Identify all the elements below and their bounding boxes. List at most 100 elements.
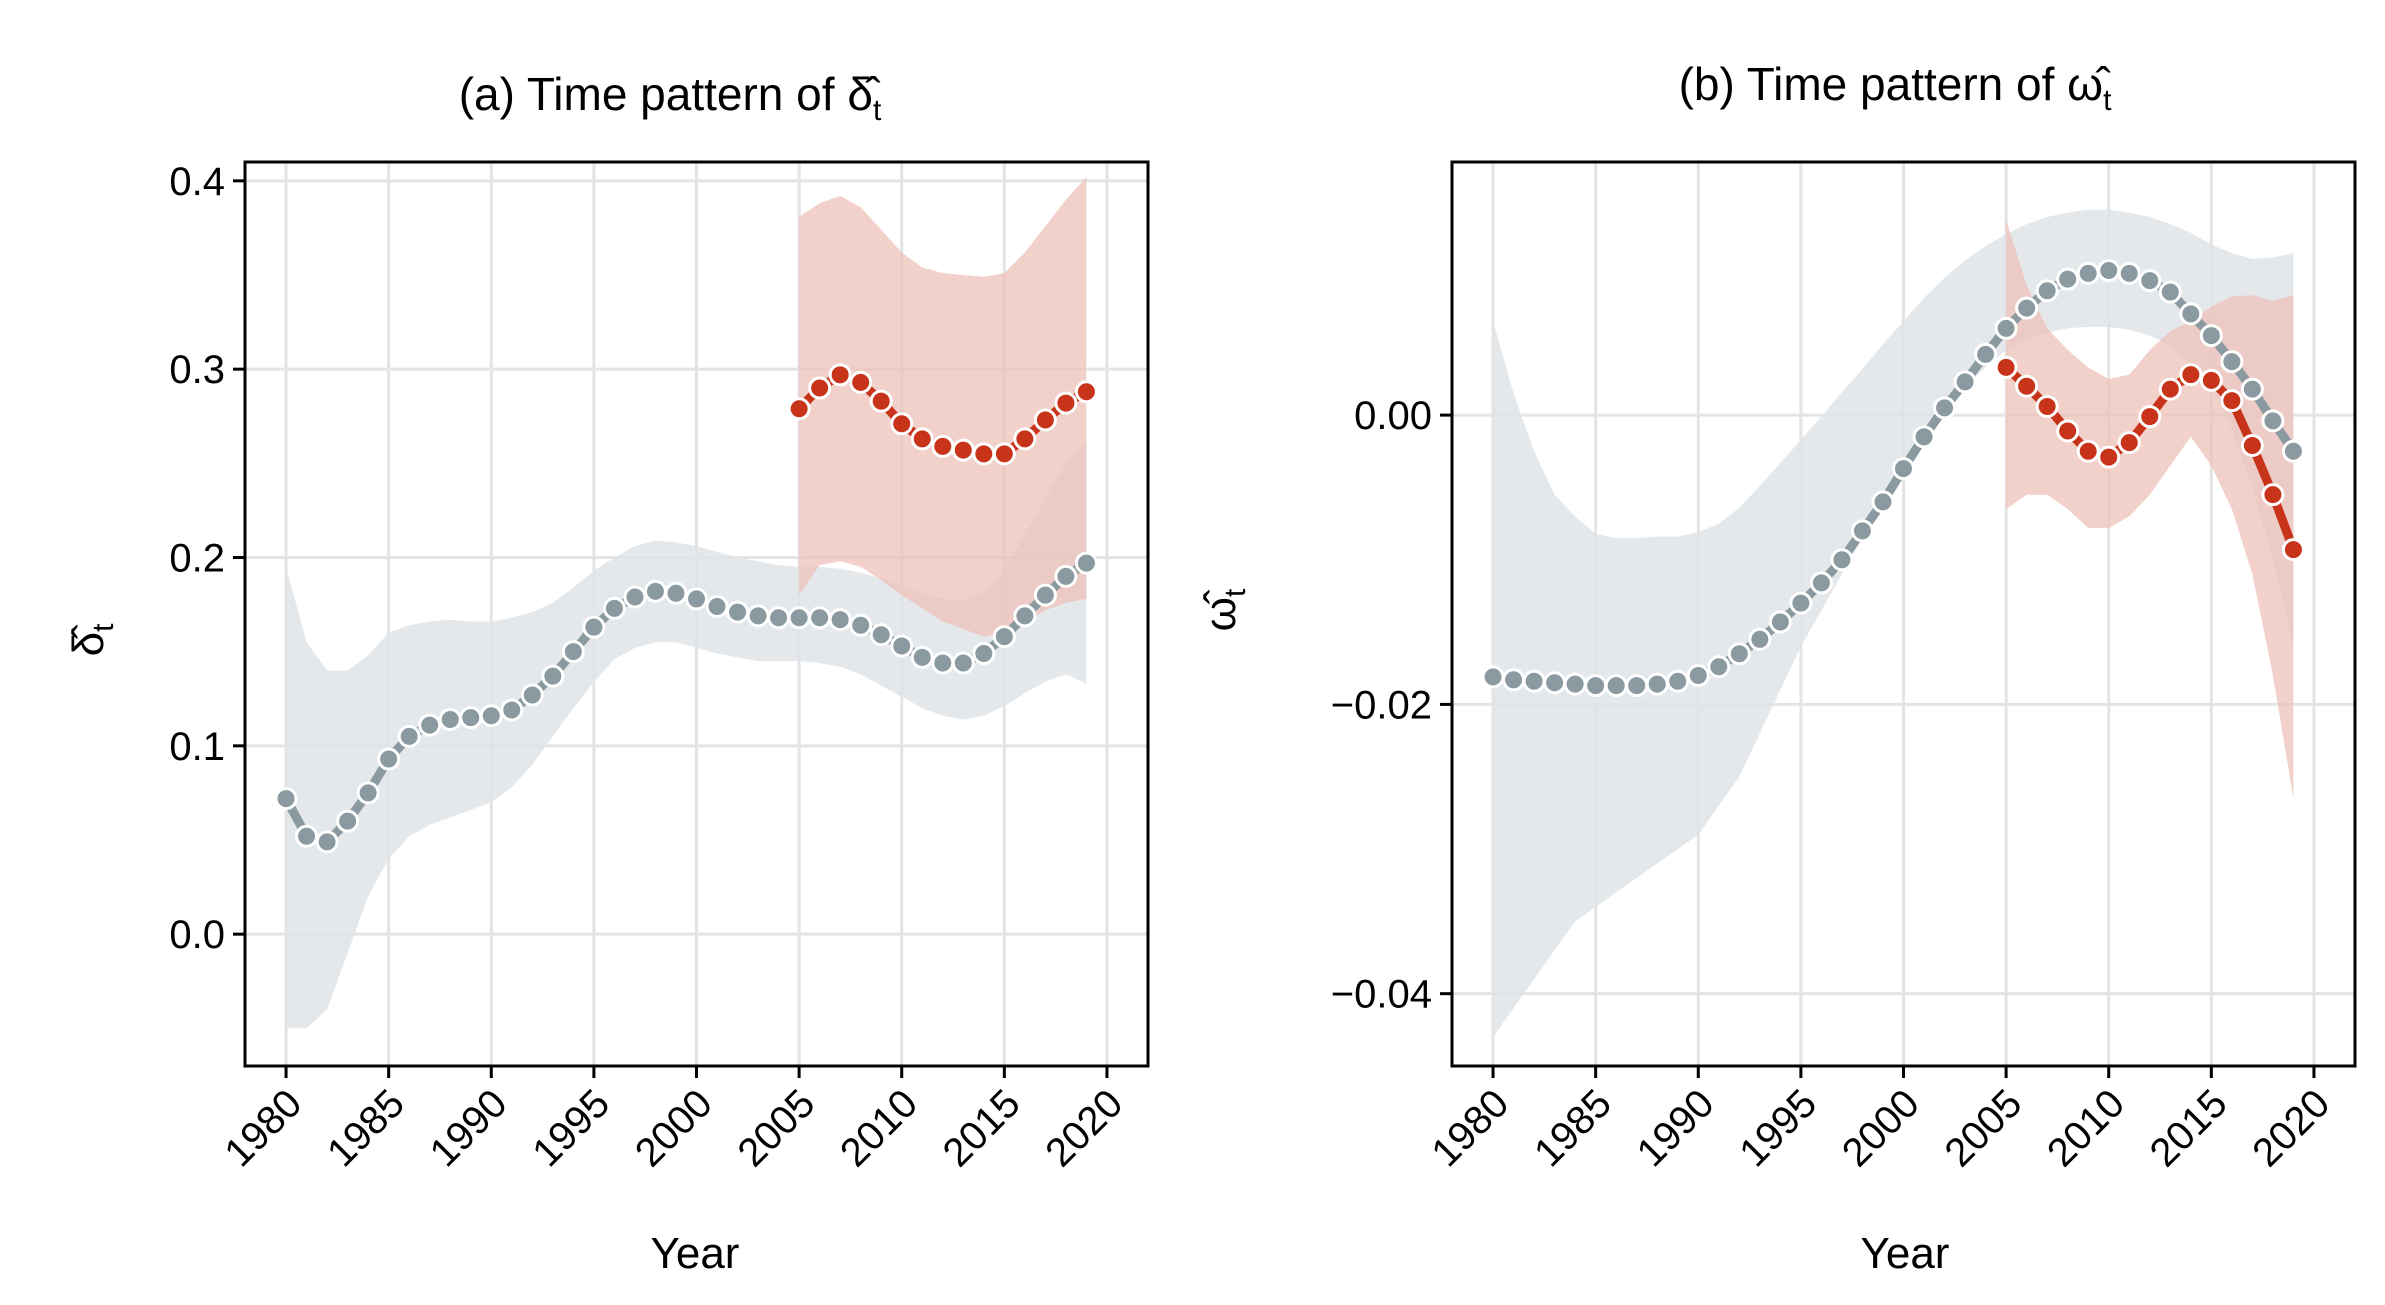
panel-b-grey-point [2199, 324, 2223, 348]
panel-b-red-point [2076, 439, 2100, 463]
panel-a-red-point [972, 442, 996, 466]
panel-b-grey-point [2035, 279, 2059, 303]
panel-a-data-layer [274, 177, 1098, 1029]
panel-a-red-point [931, 434, 955, 458]
panel-b-grey-point [2179, 302, 2203, 326]
panel-a-grey-point [890, 634, 914, 658]
panel-a-grey-point [541, 664, 565, 688]
panel-b-data-layer [1481, 209, 2305, 1038]
panel-b-x-tick-label: 2005 [1936, 1081, 2030, 1175]
panel-a-red-point [1074, 380, 1098, 404]
panel-a-red-confidence-band [799, 177, 1087, 637]
panel-b-grey-point [1707, 655, 1731, 679]
panel-b-red-point [2138, 405, 2162, 429]
panel-a-grey-point [582, 615, 606, 639]
panel-b-grey-point [2281, 439, 2305, 463]
panel-b-red-point [2015, 374, 2039, 398]
panel-b-grey-point [2261, 409, 2285, 433]
panel-b-x-tick-label: 2010 [2039, 1081, 2133, 1175]
panel-b-grey-point [1625, 674, 1649, 698]
panel-b-red-point [2199, 368, 2223, 392]
panel-b-grey-point [1543, 671, 1567, 695]
panel-a-red-point [890, 412, 914, 436]
panel-b-plot: 1980 1985 1990 1995 2000 2005 2010 2015 2020 −0.0… [1331, 160, 2357, 1175]
panel-a-red-point [910, 427, 934, 451]
panel-b-grey-point [1912, 425, 1936, 449]
panel-a-grey-point [315, 830, 339, 854]
panel-b-grey-point [1686, 663, 1710, 687]
panel-b-grey-point [1892, 457, 1915, 481]
panel-b-grey-point [2220, 350, 2244, 374]
panel-a-grey-point [643, 579, 667, 603]
panel-b-grey-point [2056, 267, 2080, 291]
panel-a-grey-point [664, 581, 688, 605]
panel-a-grey-point [1033, 583, 1057, 607]
panel-b-red-point [1994, 355, 2018, 379]
panel-a-grey-point [746, 604, 770, 628]
panel-a-x-label: Year [651, 1229, 740, 1278]
panel-b-red-point [2240, 433, 2264, 457]
panel-a-title-sub: t [873, 94, 882, 127]
panel-b-grey-point [1871, 490, 1895, 514]
panel-a-red-point [787, 397, 811, 421]
panel-b-grey-point [1563, 672, 1587, 696]
panel-b-grey-point [2015, 296, 2039, 320]
panel-a-red-point [828, 363, 852, 387]
panel-b-x-tick-label: 1980 [1423, 1081, 1517, 1175]
panel-b-grey-point [1994, 316, 2018, 340]
panel-a-title-prefix: (a) Time pattern of [459, 68, 848, 120]
panel-b-y-label-sub: t [1219, 588, 1252, 597]
panel-b-grey-point [1502, 668, 1526, 692]
panel-a-grey-point [910, 645, 934, 669]
panel-b-grey-point [1666, 669, 1690, 693]
panel-a-x-tick-label: 2020 [1037, 1081, 1131, 1175]
panel-a-grey-point [500, 698, 524, 722]
panel-b-x-tick-label: 1995 [1731, 1081, 1825, 1175]
panel-b: (b) Time pattern of ω̂t 1980 1985 1990 1995… [1196, 58, 2357, 1278]
panel-a-y-tick-label: 0.2 [169, 537, 225, 581]
panel-b-red-point [2035, 394, 2059, 418]
panel-a-grey-point [561, 640, 585, 664]
panel-a-grey-point [808, 606, 832, 630]
panel-b-red-point [2261, 483, 2285, 507]
panel-a-red-point [951, 438, 975, 462]
panel-a-grey-point [336, 809, 360, 833]
panel-a-x-tick-label: 2010 [832, 1081, 926, 1175]
panel-b-red-point [2281, 538, 2305, 562]
panel-b-red-point [2097, 445, 2121, 469]
panel-b-grey-point [2097, 258, 2121, 282]
panel-b-grey-point [1727, 642, 1751, 666]
panel-a-grey-point [1054, 564, 1078, 588]
panel-b-grey-point [1830, 548, 1854, 572]
panel-b-grey-point [1584, 674, 1608, 698]
panel-b-y-label: ω̂t [1196, 588, 1252, 631]
panel-a-grey-point [520, 683, 544, 707]
panel-b-grey-confidence-band [1493, 209, 2294, 1038]
panel-a-red-point [849, 370, 873, 394]
panel-a-y-tick-label: 0.4 [169, 160, 225, 204]
panel-a-grey-point [972, 642, 996, 666]
panel-a-x-tick-label: 1985 [319, 1081, 413, 1175]
panel-b-grey-point [1604, 674, 1628, 698]
panel-b-grey-point [1768, 610, 1792, 634]
panel-a-grey-point [767, 606, 791, 630]
panel-b-grey-point [2117, 261, 2141, 285]
panel-a-x-tick-label: 2015 [935, 1081, 1029, 1175]
panel-b-x-tick-label: 1990 [1629, 1081, 1723, 1175]
panel-a-grey-point [295, 824, 319, 848]
panel-a-x-tick-label: 2005 [729, 1081, 823, 1175]
panel-a-y-label-sub: t [87, 623, 120, 632]
panel-a-grey-point [787, 606, 811, 630]
panel-a-grey-point [849, 613, 873, 637]
panel-a-grey-point [869, 623, 893, 647]
panel-b-x-tick-label: 1985 [1526, 1081, 1620, 1175]
panel-a-grey-point [418, 713, 442, 737]
panel-a-x-tick-label: 1980 [216, 1081, 310, 1175]
panel-a-grey-point [685, 587, 708, 611]
panel-b-red-point [2117, 431, 2141, 455]
panel-a-grey-point [479, 704, 503, 728]
panel-b-x-label: Year [1861, 1229, 1950, 1278]
panel-b-grey-point [1748, 627, 1772, 651]
panel-a-grey-point [438, 707, 462, 731]
panel-b-red-point [2158, 377, 2182, 401]
